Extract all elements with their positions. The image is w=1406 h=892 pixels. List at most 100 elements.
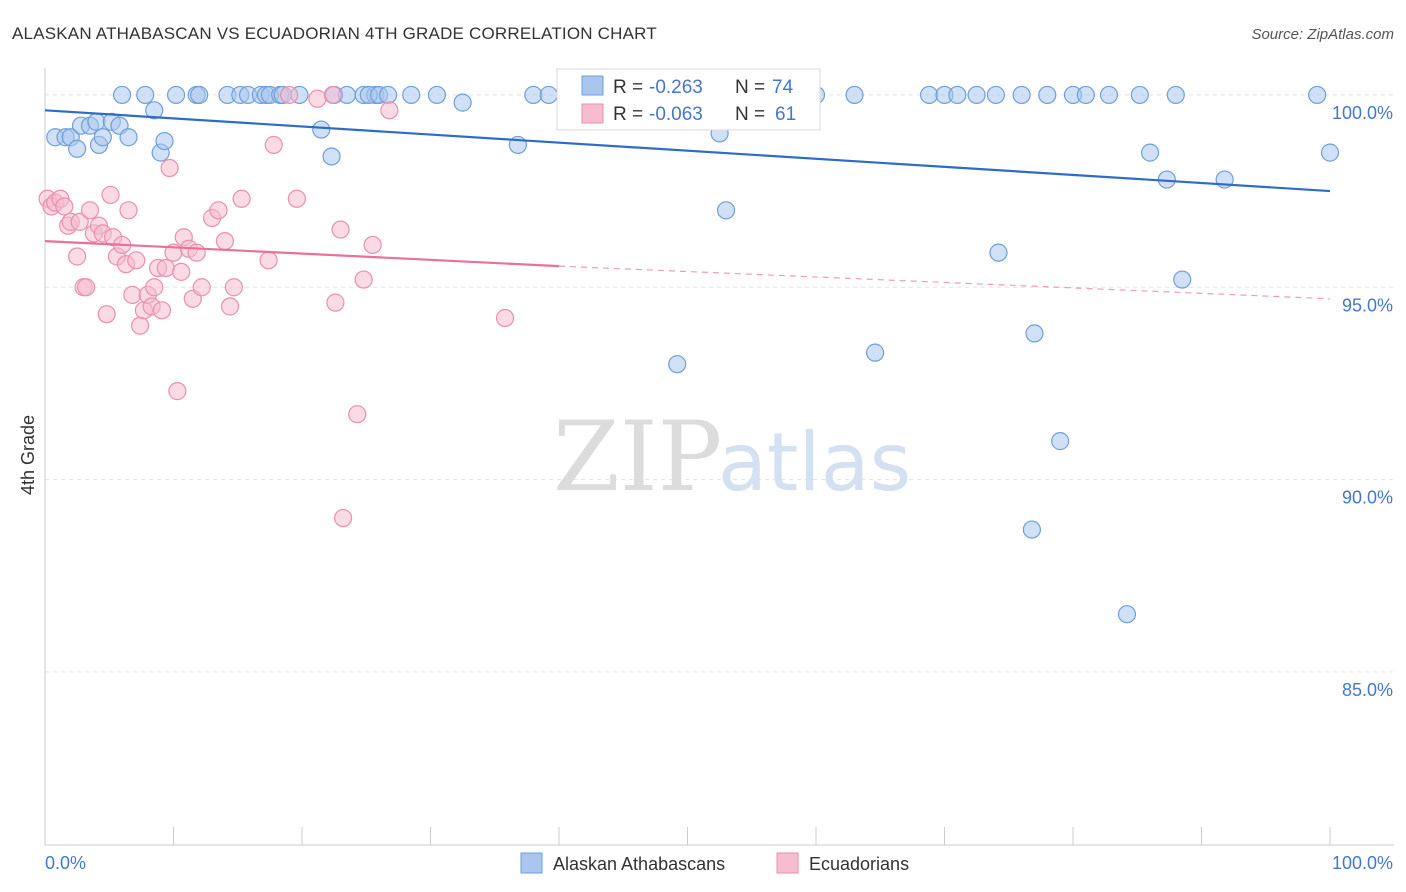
point-alaskan-athabascans-29 [312,120,331,139]
point-ecuadorians-47 [259,251,278,270]
stats-r-value-pink: -0.063 [649,104,703,125]
legend-swatch-ecuadorians [776,852,799,874]
watermark-atlas: atlas [718,416,911,509]
point-alaskan-athabascans-14 [145,101,164,120]
point-ecuadorians-15 [97,305,116,324]
y-tick-label-3: 100.0% [1332,103,1393,123]
stats-n-value-blue: 74 [772,77,794,98]
series-alaskan-athabascans [46,85,1340,624]
point-ecuadorians-34 [168,382,187,401]
stats-n-label-blue: N = [735,77,765,98]
stats-swatch-blue [581,75,604,96]
point-alaskan-athabascans-30 [322,147,341,166]
point-alaskan-athabascans-72 [1025,324,1044,343]
point-alaskan-athabascans-76 [1173,270,1192,289]
point-alaskan-athabascans-37 [378,85,398,105]
point-alaskan-athabascans-58 [986,85,1006,105]
point-alaskan-athabascans-6 [87,112,106,131]
point-alaskan-athabascans-8 [93,128,112,147]
chart-source: Source: ZipAtlas.com [1251,26,1394,43]
legend: Alaskan Athabascans Ecuadorians [520,852,909,874]
point-alaskan-athabascans-70 [866,343,885,362]
point-alaskan-athabascans-78 [1308,85,1327,105]
point-alaskan-athabascans-11 [119,128,138,147]
point-alaskan-athabascans-12 [112,85,132,105]
point-ecuadorians-35 [172,262,191,281]
stats-r-label-blue: R = [613,77,643,98]
y-tick-label-1: 90.0% [1342,488,1393,508]
trend-line-ecuadorians-extension [558,265,1331,300]
point-ecuadorians-56 [348,405,367,424]
point-alaskan-athabascans-17 [166,85,186,105]
point-alaskan-athabascans-38 [402,85,421,105]
point-alaskan-athabascans-16 [155,131,174,151]
stats-box: R = -0.263 N = 74 R = -0.063 N = 61 [556,68,821,131]
point-alaskan-athabascans-65 [1166,85,1185,105]
point-alaskan-athabascans-79 [1320,143,1340,162]
point-alaskan-athabascans-57 [967,85,986,105]
point-ecuadorians-54 [331,220,350,239]
point-alaskan-athabascans-56 [948,85,967,105]
point-ecuadorians-39 [187,243,206,262]
legend-label-alaskan-athabascans: Alaskan Athabascans [553,854,725,874]
series-ecuadorians [38,85,515,528]
point-ecuadorians-40 [192,278,211,297]
point-ecuadorians-8 [70,212,89,231]
trend-line-alaskan-athabascans [44,109,1331,193]
point-ecuadorians-50 [287,189,306,208]
point-alaskan-athabascans-43 [539,85,558,105]
point-ecuadorians-11 [80,201,100,220]
stats-r-value-blue: -0.263 [649,77,703,98]
tick-labels: 85.0% 90.0% 95.0% 100.0% 0.0% 100.0% [45,103,1393,873]
point-alaskan-athabascans-53 [845,85,864,105]
point-ecuadorians-53 [326,293,345,312]
point-ecuadorians-21 [119,201,138,220]
point-ecuadorians-44 [220,297,240,316]
point-alaskan-athabascans-62 [1076,85,1095,105]
point-ecuadorians-16 [101,185,120,205]
point-alaskan-athabascans-40 [453,93,472,112]
trend-line-ecuadorians [44,239,560,268]
legend-swatch-alaskan-athabascans [520,852,543,874]
point-ecuadorians-23 [127,251,146,270]
point-alaskan-athabascans-3 [68,139,87,158]
watermark-zip: ZIP [553,401,722,513]
point-ecuadorians-60 [495,308,515,328]
point-ecuadorians-7 [68,247,87,266]
point-alaskan-athabascans-74 [1022,520,1041,539]
stats-swatch-pink [581,103,604,124]
point-ecuadorians-22 [123,285,142,305]
point-alaskan-athabascans-54 [919,85,939,105]
stats-n-value-pink: 61 [775,104,796,125]
x-tick-label-1: 100.0% [1332,853,1393,873]
data-points [38,85,1340,624]
point-ecuadorians-49 [280,85,299,105]
axes [44,68,1394,846]
point-alaskan-athabascans-60 [1038,85,1057,105]
legend-label-ecuadorians: Ecuadorians [809,854,909,874]
point-alaskan-athabascans-19 [190,85,209,105]
point-ecuadorians-4 [55,197,74,216]
stats-n-label-pink: N = [735,104,765,125]
point-ecuadorians-28 [145,278,164,297]
trend-lines [44,109,1331,300]
point-alaskan-athabascans-59 [1012,85,1031,105]
chart-title: ALASKAN ATHABASCAN VS ECUADORIAN 4TH GRA… [12,24,657,43]
point-ecuadorians-46 [232,189,251,208]
point-alaskan-athabascans-71 [989,243,1008,262]
point-ecuadorians-51 [308,89,327,108]
point-ecuadorians-31 [156,258,175,278]
point-ecuadorians-58 [363,235,382,255]
point-ecuadorians-10 [77,278,96,297]
y-axis-label: 4th Grade [18,415,38,495]
point-alaskan-athabascans-77 [1117,605,1137,624]
y-tick-label-2: 95.0% [1342,295,1393,315]
point-ecuadorians-45 [224,278,243,297]
point-ecuadorians-48 [264,135,283,155]
watermark: ZIP atlas [553,401,911,513]
point-alaskan-athabascans-69 [668,355,687,374]
point-alaskan-athabascans-64 [1130,85,1149,105]
point-alaskan-athabascans-13 [136,85,155,105]
point-ecuadorians-43 [215,231,234,251]
